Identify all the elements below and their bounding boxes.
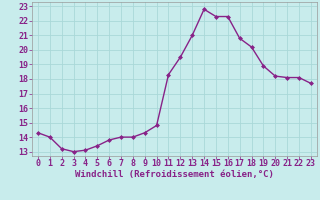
X-axis label: Windchill (Refroidissement éolien,°C): Windchill (Refroidissement éolien,°C) — [75, 170, 274, 179]
